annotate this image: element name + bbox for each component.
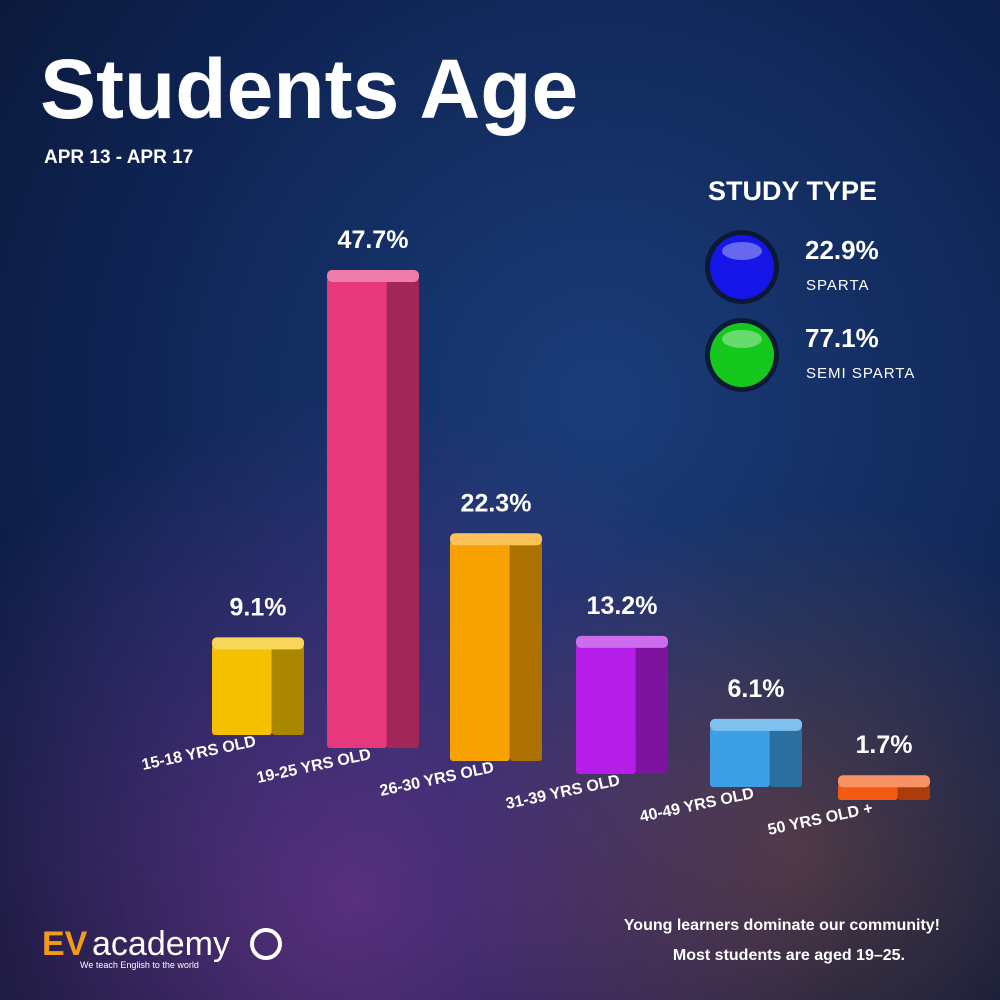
bar-side-shade — [386, 278, 419, 748]
note: Young learners dominate our community! — [624, 917, 940, 934]
legend-label: SPARTA — [806, 277, 870, 294]
bar-side-shade — [635, 643, 668, 774]
subtitle: APR 13 - APR 17 — [44, 147, 193, 168]
legend-marker — [710, 323, 774, 387]
bar-side-shade — [769, 726, 802, 787]
bar-side — [897, 783, 930, 800]
legend-label: SEMI SPARTA — [806, 365, 915, 382]
value-label: 6.1% — [728, 675, 785, 703]
logo-tagline: We teach English to the world — [80, 960, 199, 970]
bar-side-shade — [897, 783, 930, 800]
bar-top-light — [212, 637, 304, 650]
bar-side-shade — [509, 541, 542, 761]
bar-side — [271, 645, 304, 735]
value-label: 13.2% — [587, 592, 658, 620]
bar — [576, 643, 636, 774]
bar-top — [450, 533, 542, 546]
bar-top — [576, 635, 668, 648]
bar-top-light — [576, 635, 668, 648]
logo-prefix: EV — [42, 925, 88, 963]
value-label: 47.7% — [338, 226, 409, 254]
bar-top-light — [327, 270, 419, 282]
title: Students Age — [40, 42, 578, 136]
logo-icon — [250, 928, 282, 960]
legend-value: 77.1% — [805, 323, 879, 353]
legend-title: STUDY TYPE — [708, 176, 877, 206]
bar — [212, 645, 272, 735]
bar-side — [386, 278, 419, 748]
bar — [450, 541, 510, 761]
bar — [327, 278, 387, 748]
bar-top-light — [710, 718, 802, 731]
bar-side — [635, 643, 668, 774]
bar-top — [212, 637, 304, 650]
legend-marker-shine — [722, 330, 762, 348]
legend-value: 22.9% — [805, 235, 879, 265]
bar — [838, 783, 898, 800]
legend-marker — [710, 235, 774, 299]
bar-top-light — [450, 533, 542, 546]
bar-top — [838, 775, 930, 788]
legend-marker-shine — [722, 242, 762, 260]
logo-name: academy — [92, 925, 230, 963]
bar-side — [769, 726, 802, 787]
bar-top — [327, 270, 419, 282]
value-label: 9.1% — [230, 593, 287, 621]
bar — [710, 726, 770, 787]
value-label: 1.7% — [856, 731, 913, 759]
bar-side-shade — [271, 645, 304, 735]
value-label: 22.3% — [461, 489, 532, 517]
bar-side — [509, 541, 542, 761]
bar-top — [710, 718, 802, 731]
logo: EV academy We teach English to the world — [42, 925, 282, 970]
bar-top-light — [838, 775, 930, 788]
note: Most students are aged 19–25. — [673, 947, 905, 964]
